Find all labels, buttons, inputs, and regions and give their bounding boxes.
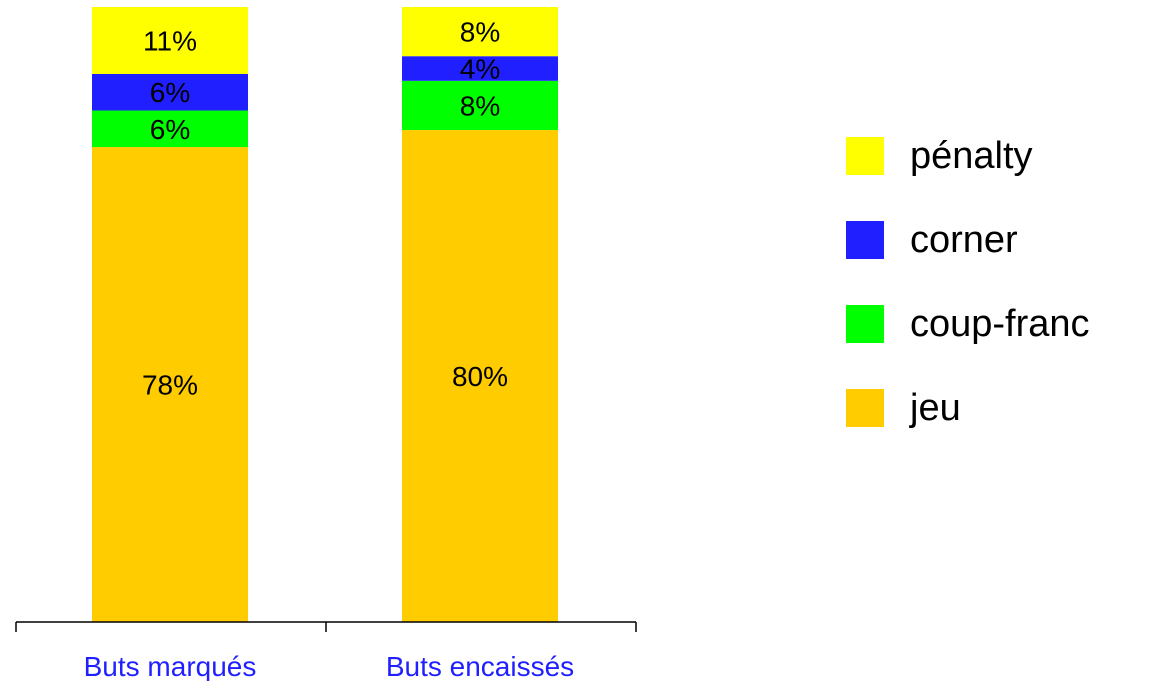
bar-segment-jeu-buts-encaisses [402,130,558,622]
bars-layer: 78% 6% 6% 11% 80% 8% 4% 8% [92,7,558,622]
data-label-jeu-buts-marques: 78% [142,370,198,401]
legend-label-penalty: pénalty [910,135,1033,177]
legend-label-corner: corner [910,219,1018,261]
data-label-coup-franc-buts-marques: 6% [150,114,190,145]
legend-label-jeu: jeu [909,387,961,429]
legend-swatch-jeu [846,389,884,427]
data-label-penalty-buts-marques: 11% [143,25,197,56]
category-label-buts-encaisses: Buts encaissés [386,651,574,681]
bar-segment-penalty-buts-encaisses [402,7,558,57]
bar-segment-corner-buts-marques [92,73,248,111]
legend: pénalty corner coup-franc jeu [846,135,1090,429]
data-label-corner-buts-encaisses: 4% [460,54,500,85]
data-label-jeu-buts-encaisses: 80% [452,361,508,392]
legend-label-coup-franc: coup-franc [910,303,1090,345]
data-label-penalty-buts-encaisses: 8% [460,17,500,48]
bar-segment-corner-buts-encaisses [402,56,558,81]
legend-swatch-corner [846,221,884,259]
data-label-corner-buts-marques: 6% [150,77,190,108]
legend-swatch-coup-franc [846,305,884,343]
bar-segment-coup-franc-buts-encaisses [402,80,558,130]
category-label-buts-marques: Buts marqués [84,651,257,681]
bar-segment-coup-franc-buts-marques [92,110,248,148]
legend-swatch-penalty [846,137,884,175]
x-axis: Buts marqués Buts encaissés [15,621,637,681]
bar-segment-jeu-buts-marques [92,147,248,622]
data-label-coup-franc-buts-encaisses: 8% [460,90,500,121]
bar-segment-penalty-buts-marques [92,7,248,74]
